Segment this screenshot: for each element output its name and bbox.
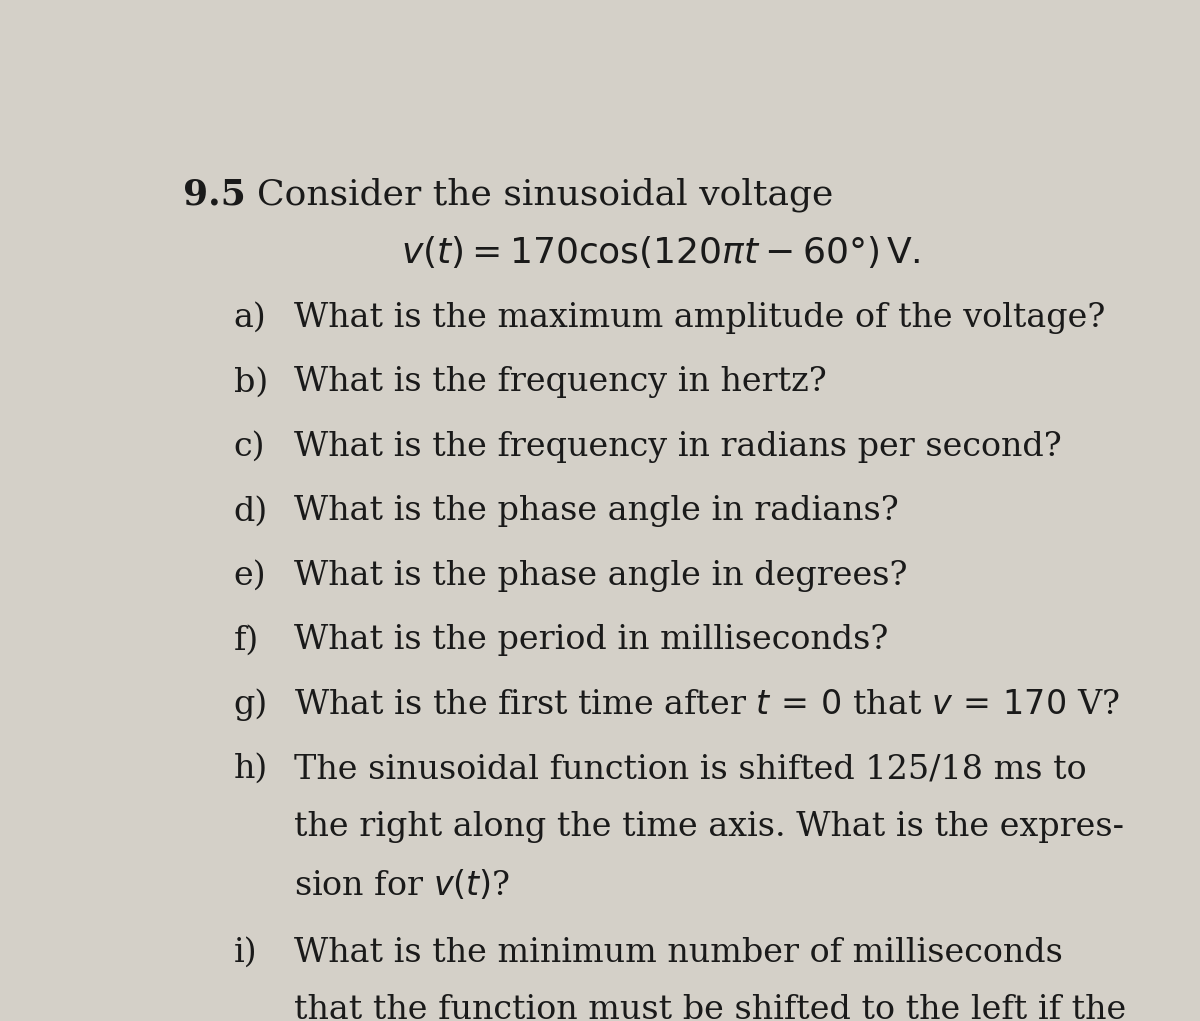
Text: c): c) xyxy=(234,431,265,463)
Text: What is the first time after $t\,=\,0$ that $v\,=\,170$ V?: What is the first time after $t\,=\,0$ t… xyxy=(294,689,1120,721)
Text: What is the minimum number of milliseconds: What is the minimum number of millisecon… xyxy=(294,937,1063,969)
Text: $v(t) = 170\cos(120\pi t - 60°)\,\mathrm{V}.$: $v(t) = 170\cos(120\pi t - 60°)\,\mathrm… xyxy=(401,234,920,271)
Text: h): h) xyxy=(234,753,268,785)
Text: The sinusoidal function is shifted 125/18 ms to: The sinusoidal function is shifted 125/1… xyxy=(294,753,1087,785)
Text: What is the phase angle in degrees?: What is the phase angle in degrees? xyxy=(294,560,907,592)
Text: sion for $v(t)$?: sion for $v(t)$? xyxy=(294,868,510,902)
Text: i): i) xyxy=(234,937,257,969)
Text: that the function must be shifted to the left if the: that the function must be shifted to the… xyxy=(294,994,1127,1021)
Text: What is the maximum amplitude of the voltage?: What is the maximum amplitude of the vol… xyxy=(294,302,1105,334)
Text: f): f) xyxy=(234,624,259,657)
Text: Consider the sinusoidal voltage: Consider the sinusoidal voltage xyxy=(257,178,833,212)
Text: 9.5: 9.5 xyxy=(182,178,246,211)
Text: a): a) xyxy=(234,302,266,334)
Text: What is the period in milliseconds?: What is the period in milliseconds? xyxy=(294,624,888,657)
Text: What is the frequency in radians per second?: What is the frequency in radians per sec… xyxy=(294,431,1062,463)
Text: What is the phase angle in radians?: What is the phase angle in radians? xyxy=(294,495,899,528)
Text: What is the frequency in hertz?: What is the frequency in hertz? xyxy=(294,367,827,398)
Text: b): b) xyxy=(234,367,268,398)
Text: e): e) xyxy=(234,560,266,592)
Text: the right along the time axis. What is the expres-: the right along the time axis. What is t… xyxy=(294,811,1124,842)
Text: g): g) xyxy=(234,689,268,722)
Text: d): d) xyxy=(234,495,268,528)
